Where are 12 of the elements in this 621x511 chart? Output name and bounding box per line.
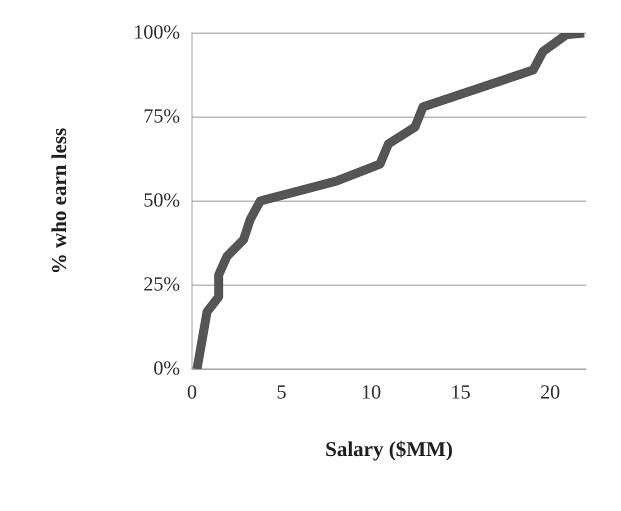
y-tick-label: 25% — [143, 273, 180, 296]
x-axis-title: Salary ($MM) — [325, 436, 453, 461]
x-tick-label: 5 — [276, 381, 287, 404]
x-tick-label: 10 — [361, 381, 382, 404]
y-tick-label: 0% — [153, 357, 180, 380]
x-tick-label: 0 — [187, 381, 197, 404]
y-tick-label: 50% — [143, 189, 180, 212]
y-axis-title: % who earn less — [47, 128, 72, 274]
y-tick-label: 100% — [133, 21, 180, 44]
x-tick-label: 20 — [540, 381, 560, 404]
x-tick-label: 15 — [450, 381, 471, 404]
y-tick-label: 75% — [143, 105, 180, 128]
